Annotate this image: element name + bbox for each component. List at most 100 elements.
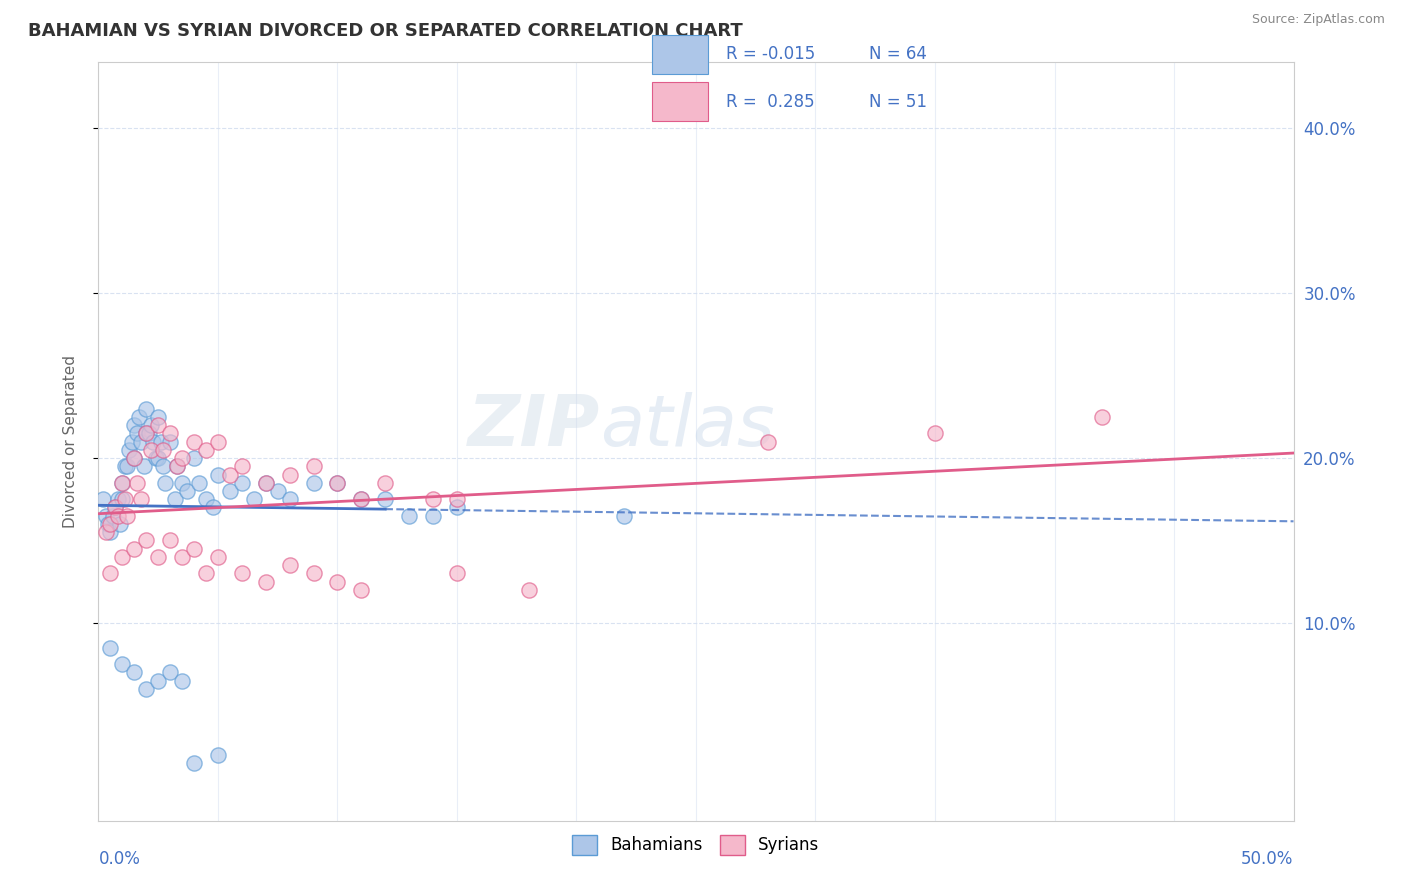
Point: [115, 459, 138, 474]
Point: [163, 492, 186, 507]
Point: [243, 492, 266, 507]
Bar: [652, 82, 707, 121]
Point: [104, 500, 127, 515]
Point: [350, 582, 373, 597]
Point: [166, 459, 188, 474]
Point: [207, 549, 229, 564]
Point: [207, 467, 229, 482]
Point: [91, 492, 114, 507]
Point: [135, 426, 157, 441]
Point: [125, 475, 148, 490]
Text: atlas: atlas: [600, 392, 775, 461]
Point: [422, 508, 444, 523]
Point: [231, 459, 253, 474]
Point: [148, 450, 170, 465]
Point: [176, 483, 198, 498]
Point: [183, 434, 205, 449]
Point: [374, 492, 396, 507]
Point: [155, 475, 177, 490]
Point: [98, 516, 122, 531]
Point: [152, 442, 174, 457]
Point: [114, 459, 136, 474]
Point: [118, 442, 141, 457]
Point: [187, 475, 209, 490]
Point: [231, 475, 253, 490]
Point: [302, 475, 325, 490]
Point: [132, 459, 155, 474]
Y-axis label: Divorced or Separated: Divorced or Separated: [63, 355, 77, 528]
Point: [111, 475, 134, 490]
Point: [131, 492, 153, 507]
Point: [267, 483, 290, 498]
Point: [138, 426, 160, 441]
Point: [94, 508, 117, 523]
Point: [172, 475, 194, 490]
Point: [124, 450, 146, 465]
Point: [128, 409, 150, 424]
Point: [135, 681, 157, 696]
Point: [142, 434, 165, 449]
Point: [97, 516, 120, 531]
Point: [374, 475, 396, 490]
Point: [115, 508, 138, 523]
Point: [302, 459, 325, 474]
Point: [172, 450, 194, 465]
Text: Source: ZipAtlas.com: Source: ZipAtlas.com: [1251, 13, 1385, 27]
Point: [101, 508, 124, 523]
Point: [107, 508, 129, 523]
Point: [98, 525, 122, 540]
Point: [183, 450, 205, 465]
Point: [121, 434, 143, 449]
Text: ZIP: ZIP: [468, 392, 600, 461]
Point: [111, 657, 134, 671]
Point: [326, 574, 349, 589]
Point: [613, 508, 636, 523]
Point: [195, 442, 218, 457]
Point: [350, 492, 373, 507]
Point: [166, 459, 188, 474]
Point: [302, 566, 325, 581]
Point: [98, 640, 122, 655]
Point: [254, 475, 277, 490]
Point: [278, 467, 301, 482]
Point: [114, 492, 136, 507]
Point: [135, 426, 157, 441]
Point: [149, 434, 172, 449]
Point: [159, 533, 181, 548]
Point: [254, 475, 277, 490]
Point: [145, 450, 167, 465]
Point: [195, 566, 218, 581]
Point: [111, 475, 134, 490]
Point: [326, 475, 349, 490]
Point: [422, 492, 444, 507]
Text: BAHAMIAN VS SYRIAN DIVORCED OR SEPARATED CORRELATION CHART: BAHAMIAN VS SYRIAN DIVORCED OR SEPARATED…: [28, 22, 742, 40]
Point: [195, 492, 218, 507]
Text: R = -0.015: R = -0.015: [727, 45, 815, 63]
Point: [159, 665, 181, 680]
Text: N = 64: N = 64: [869, 45, 927, 63]
Point: [207, 434, 229, 449]
Point: [104, 500, 127, 515]
Point: [131, 434, 153, 449]
Point: [756, 434, 779, 449]
Point: [111, 549, 134, 564]
Point: [278, 492, 301, 507]
Point: [124, 450, 146, 465]
Point: [398, 508, 420, 523]
Point: [446, 500, 468, 515]
Point: [111, 492, 134, 507]
Point: [124, 665, 146, 680]
Point: [124, 418, 146, 433]
Text: 0.0%: 0.0%: [98, 850, 141, 868]
Point: [183, 756, 205, 770]
Point: [148, 418, 170, 433]
Point: [139, 418, 162, 433]
Point: [254, 574, 277, 589]
Point: [148, 549, 170, 564]
Point: [446, 492, 468, 507]
Point: [231, 566, 253, 581]
Point: [148, 673, 170, 688]
Point: [125, 426, 148, 441]
Point: [219, 467, 242, 482]
Point: [124, 541, 146, 556]
